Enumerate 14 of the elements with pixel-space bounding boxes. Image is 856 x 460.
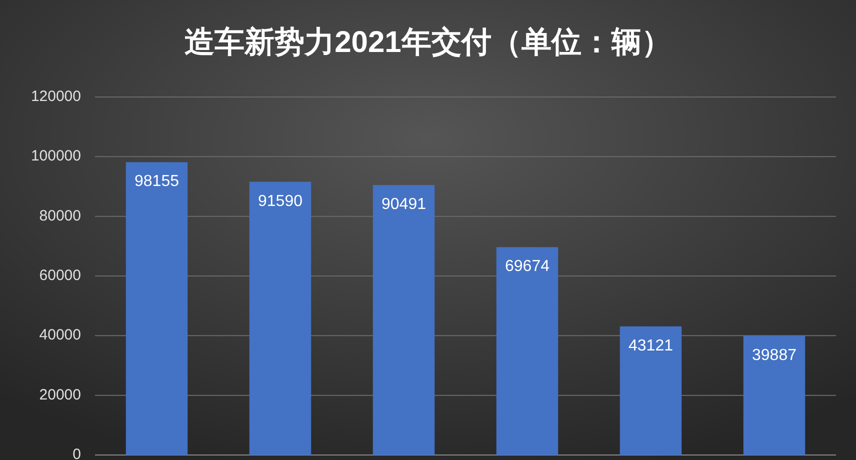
chart-title: 造车新势力2021年交付（单位：辆） (184, 25, 672, 59)
data-label: 91590 (258, 192, 303, 210)
data-label: 69674 (505, 258, 550, 276)
y-tick-label: 0 (72, 446, 81, 460)
y-tick-label: 80000 (39, 207, 81, 224)
data-label: 90491 (382, 196, 426, 214)
y-tick-label: 20000 (39, 386, 81, 404)
y-tick-label: 100000 (30, 148, 81, 165)
y-tick-label: 60000 (39, 266, 81, 284)
data-label: 98155 (134, 173, 180, 190)
y-tick-label: 120000 (30, 88, 81, 105)
data-label: 43121 (628, 337, 674, 354)
data-label: 39887 (752, 347, 797, 364)
y-tick-label: 40000 (39, 326, 81, 344)
